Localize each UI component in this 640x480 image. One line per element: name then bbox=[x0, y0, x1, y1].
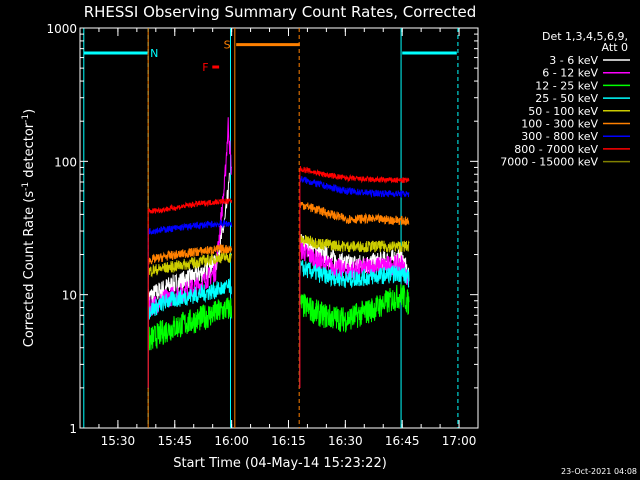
x-tick-label: 16:00 bbox=[214, 434, 249, 448]
legend-label: 7000 - 15000 keV bbox=[500, 156, 598, 169]
series-line-pre bbox=[147, 278, 232, 388]
marker-label-S: S bbox=[224, 39, 231, 52]
marker-label-N: N bbox=[150, 47, 158, 60]
y-tick-label: 1000 bbox=[46, 22, 77, 36]
plot-border bbox=[79, 27, 479, 429]
legend-header-1: Det 1,3,4,5,6,9, bbox=[542, 30, 628, 43]
series-4 bbox=[147, 259, 410, 388]
chart-title: RHESSI Observing Summary Count Rates, Co… bbox=[84, 3, 477, 21]
timestamp-footer: 23-Oct-2021 04:08 bbox=[561, 467, 637, 476]
legend-label: 50 - 100 keV bbox=[528, 105, 598, 118]
series-line-post bbox=[299, 234, 410, 388]
legend-label: 800 - 7000 keV bbox=[514, 143, 598, 156]
y-axis-label: Corrected Count Rate (s-1 detector-1) bbox=[21, 109, 37, 347]
series-line-pre bbox=[147, 198, 233, 388]
y-tick-label: 10 bbox=[62, 289, 77, 303]
legend-label: 300 - 800 keV bbox=[521, 130, 598, 143]
series-5 bbox=[147, 234, 410, 388]
series-6 bbox=[147, 201, 410, 388]
marker-label-F: F bbox=[202, 61, 208, 74]
series-layer bbox=[147, 117, 410, 388]
series-line-post bbox=[299, 175, 410, 388]
series-line-post bbox=[299, 165, 410, 388]
plot-frame bbox=[79, 27, 479, 429]
x-tick-label: 17:00 bbox=[442, 434, 477, 448]
legend-label: 25 - 50 keV bbox=[535, 92, 598, 105]
legend-label: 100 - 300 keV bbox=[521, 118, 598, 131]
x-axis-label: Start Time (04-May-14 15:23:22) bbox=[173, 456, 387, 471]
legend-label: 3 - 6 keV bbox=[549, 54, 598, 67]
series-line-post bbox=[299, 259, 410, 388]
axis-ticks: 15:30 15:45 16:00 16:15 16:30 16:45 17:00 1 10 10… bbox=[46, 22, 478, 448]
series-line-post bbox=[299, 201, 410, 388]
x-tick-label: 16:30 bbox=[328, 434, 363, 448]
series-line-pre bbox=[147, 252, 233, 388]
series-line-pre bbox=[147, 244, 233, 388]
series-line-pre bbox=[147, 219, 233, 388]
legend-header-2: Att 0 bbox=[602, 41, 628, 54]
series-7 bbox=[147, 175, 410, 388]
x-tick-label: 15:30 bbox=[101, 434, 136, 448]
legend-label: 6 - 12 keV bbox=[542, 67, 598, 80]
series-line-post bbox=[299, 284, 410, 388]
series-line-pre bbox=[147, 297, 233, 388]
x-tick-label: 16:15 bbox=[271, 434, 306, 448]
series-3 bbox=[147, 284, 410, 388]
x-tick-label: 15:45 bbox=[157, 434, 192, 448]
legend-label: 12 - 25 keV bbox=[535, 79, 598, 92]
x-tick-label: 16:45 bbox=[385, 434, 420, 448]
y-tick-label: 1 bbox=[69, 422, 77, 436]
y-tick-label: 100 bbox=[54, 155, 77, 169]
series-8 bbox=[147, 165, 410, 388]
attenuator-markers: N S F bbox=[83, 28, 459, 428]
